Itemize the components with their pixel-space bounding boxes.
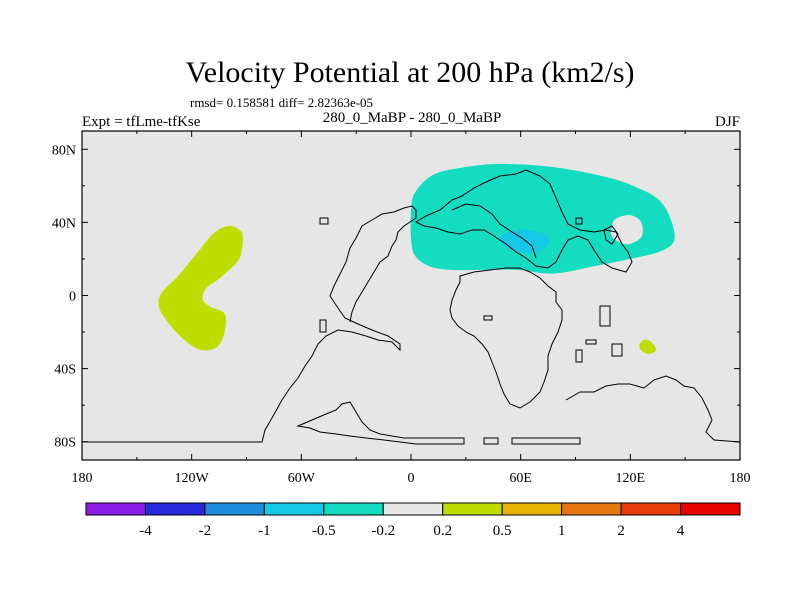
y-tick-label: 80S <box>54 436 76 451</box>
colorbar-label: -1 <box>258 523 271 539</box>
y-axis: 80N 40N 0 40S 80S <box>52 143 740 451</box>
coastline-island-5 <box>599 305 611 327</box>
colorbar-box-4 <box>323 502 384 516</box>
colorbar-label: 2 <box>617 523 625 539</box>
contour-region-4 <box>610 215 643 245</box>
colorbar-box-2 <box>204 502 265 516</box>
colorbar-box-0 <box>85 502 146 516</box>
contour-region-3 <box>500 229 550 253</box>
x-tick-label: 60E <box>509 471 532 486</box>
coastline-ice-shelf-2 <box>511 437 581 445</box>
colorbar-box-7 <box>501 502 563 516</box>
coastline-island-2 <box>319 319 327 333</box>
coastline-africa <box>449 267 563 409</box>
chart-title: Velocity Potential at 200 hPa (km2/s) <box>185 56 634 89</box>
contour-regions <box>158 163 675 354</box>
y-tick-label: 40N <box>52 216 76 231</box>
colorbar-box-10 <box>680 502 741 516</box>
coastline-japan <box>603 225 619 245</box>
colorbar-label: 1 <box>558 523 566 539</box>
colorbar-box-5 <box>382 502 444 516</box>
coastline-island-7 <box>611 343 623 357</box>
x-tick-label: 180 <box>72 471 93 486</box>
stats-label: rmsd= 0.158581 diff= 2.82363e-05 <box>190 95 373 110</box>
colorbar-label: 0.2 <box>433 523 452 539</box>
x-tick-label: 120E <box>616 471 646 486</box>
x-axis: 180 120W 60W 0 60E 120E 180 <box>72 131 751 486</box>
coastlines <box>82 169 740 445</box>
colorbar: -4 -2 -1 -0.5 -0.2 0.2 0.5 1 2 4 <box>85 502 741 539</box>
coastline-australia <box>565 375 740 443</box>
colorbar-box-6 <box>442 502 503 516</box>
coastline-island-4 <box>483 315 493 321</box>
colorbar-label: -0.5 <box>312 523 336 539</box>
coastline-ice-shelf <box>483 437 499 445</box>
coastline-island-1 <box>319 217 329 225</box>
colorbar-box-1 <box>144 502 206 516</box>
coastline-island-3 <box>575 217 583 225</box>
x-tick-label: 120W <box>175 471 210 486</box>
colorbar-label: -0.2 <box>371 523 395 539</box>
season-label: DJF <box>715 114 740 130</box>
contour-region-2 <box>410 163 675 274</box>
contour-region-0 <box>158 225 243 351</box>
coastline-americas <box>82 205 417 443</box>
colorbar-box-8 <box>561 502 622 516</box>
coastline-island-6 <box>585 339 597 345</box>
coastline-eurasia <box>414 169 633 273</box>
case-label: 280_0_MaBP - 280_0_MaBP <box>323 110 502 126</box>
x-tick-label: 0 <box>408 471 415 486</box>
coastline-antarctic-peninsula <box>296 401 465 445</box>
colorbar-label: -4 <box>139 523 152 539</box>
y-tick-label: 80N <box>52 143 76 158</box>
x-tick-label: 180 <box>730 471 751 486</box>
coastline-eurasia-inner <box>451 203 537 259</box>
colorbar-label: 0.5 <box>493 523 512 539</box>
coastline-madagascar <box>575 349 583 363</box>
contour-region-1 <box>639 339 656 354</box>
colorbar-label: 4 <box>677 523 685 539</box>
experiment-label: Expt = tfLme-tfKse <box>82 114 201 130</box>
y-tick-label: 40S <box>54 363 76 378</box>
colorbar-box-9 <box>620 502 682 516</box>
x-tick-label: 60W <box>288 471 316 486</box>
colorbar-label: -2 <box>199 523 212 539</box>
y-tick-label: 0 <box>69 290 76 305</box>
colorbar-box-3 <box>263 502 325 516</box>
